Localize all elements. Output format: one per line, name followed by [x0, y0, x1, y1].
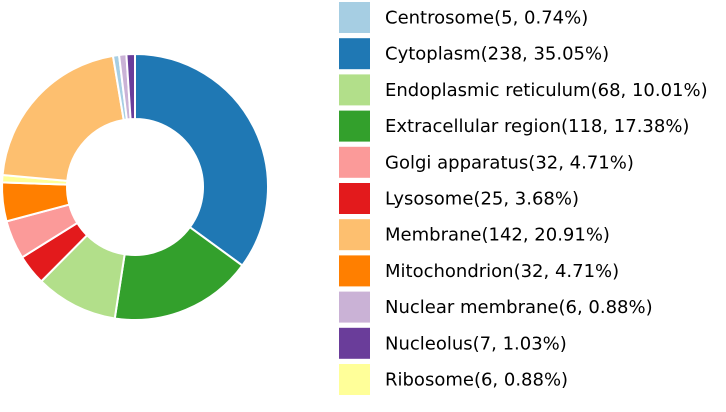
legend-swatch-5: [339, 183, 370, 214]
legend-swatch-8: [339, 291, 370, 323]
legend-item-10: Ribosome(6, 0.88%): [339, 364, 568, 395]
legend-label-1: Cytoplasm(238, 35.05%): [385, 44, 609, 65]
slice-6: [1, 54, 125, 182]
legend-label-5: Lysosome(25, 3.68%): [385, 189, 579, 210]
legend-label-4: Golgi apparatus(32, 4.71%): [385, 152, 634, 173]
legend-swatch-10: [339, 364, 370, 395]
legend-item-5: Lysosome(25, 3.68%): [339, 183, 579, 214]
legend-label-8: Nuclear membrane(6, 0.88%): [385, 297, 653, 318]
donut-slices: [1, 52, 269, 321]
legend-label-0: Centrosome(5, 0.74%): [385, 8, 588, 29]
legend-label-6: Membrane(142, 20.91%): [385, 225, 610, 246]
legend-item-4: Golgi apparatus(32, 4.71%): [339, 146, 634, 178]
legend-label-3: Extracellular region(118, 17.38%): [385, 116, 689, 137]
legend-swatch-7: [339, 255, 370, 287]
legend-swatch-2: [339, 74, 370, 106]
legend-item-0: Centrosome(5, 0.74%): [339, 2, 588, 33]
legend-item-2: Endoplasmic reticulum(68, 10.01%): [339, 74, 708, 106]
legend-item-7: Mitochondrion(32, 4.71%): [339, 255, 619, 287]
legend-label-9: Nucleolus(7, 1.03%): [385, 333, 567, 354]
slice-1: [134, 52, 269, 267]
legend-swatch-0: [339, 2, 370, 33]
legend: Centrosome(5, 0.74%) Cytoplasm(238, 35.05…: [339, 2, 708, 395]
legend-swatch-6: [339, 219, 370, 251]
legend-item-8: Nuclear membrane(6, 0.88%): [339, 291, 653, 323]
slice-9: [125, 52, 136, 121]
legend-item-3: Extracellular region(118, 17.38%): [339, 110, 689, 142]
legend-swatch-9: [339, 327, 370, 359]
legend-item-1: Cytoplasm(238, 35.05%): [339, 38, 609, 70]
legend-item-6: Membrane(142, 20.91%): [339, 219, 610, 251]
legend-label-2: Endoplasmic reticulum(68, 10.01%): [385, 80, 708, 101]
legend-item-9: Nucleolus(7, 1.03%): [339, 327, 567, 359]
legend-label-10: Ribosome(6, 0.88%): [385, 370, 568, 391]
legend-label-7: Mitochondrion(32, 4.71%): [385, 261, 619, 282]
legend-swatch-3: [339, 110, 370, 142]
legend-swatch-4: [339, 146, 370, 178]
slice-3: [113, 225, 244, 321]
legend-swatch-1: [339, 38, 370, 70]
